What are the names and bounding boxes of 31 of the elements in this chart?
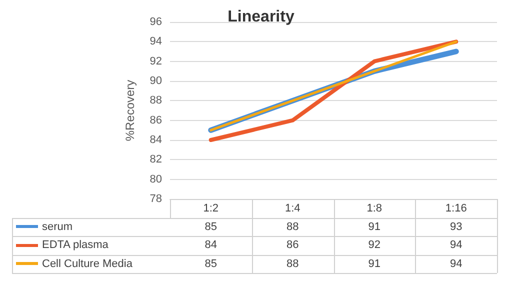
data-label: 91 [367, 256, 382, 272]
x-tick-label: 1:4 [284, 202, 300, 214]
y-tick-label: 86 [150, 114, 162, 126]
y-tick-label: 92 [150, 55, 162, 68]
data-label: 94 [449, 256, 464, 272]
y-tick-label: 78 [150, 193, 162, 205]
data-label: 84 [204, 238, 218, 253]
y-tick-label: 96 [150, 16, 162, 28]
data-label: 91 [367, 220, 382, 234]
x-tick-label: 1:8 [366, 202, 382, 214]
legend-label: serum [41, 220, 73, 235]
legend-label: Cell Culture Media [41, 256, 132, 272]
data-label: 85 [204, 220, 218, 234]
y-tick-label: 88 [150, 94, 162, 107]
y-tick-label: 90 [150, 75, 162, 87]
data-label: 92 [367, 238, 382, 253]
data-label: 88 [286, 220, 300, 234]
y-tick-label: 80 [150, 173, 162, 186]
x-tick-label: 1:16 [445, 202, 467, 214]
data-label: 86 [286, 238, 300, 253]
x-tick-label: 1:2 [203, 202, 219, 214]
y-tick-label: 84 [150, 134, 162, 146]
data-label: 88 [286, 256, 300, 272]
y-tick-label: 82 [150, 154, 162, 166]
data-label: 94 [449, 238, 464, 253]
legend-label: EDTA plasma [41, 238, 108, 254]
data-label: 93 [449, 220, 464, 234]
y-tick-label: 94 [150, 36, 162, 48]
chart-title: Linearity [228, 8, 294, 26]
y-axis-title: %Recovery [123, 80, 137, 142]
data-label: 85 [204, 256, 218, 272]
